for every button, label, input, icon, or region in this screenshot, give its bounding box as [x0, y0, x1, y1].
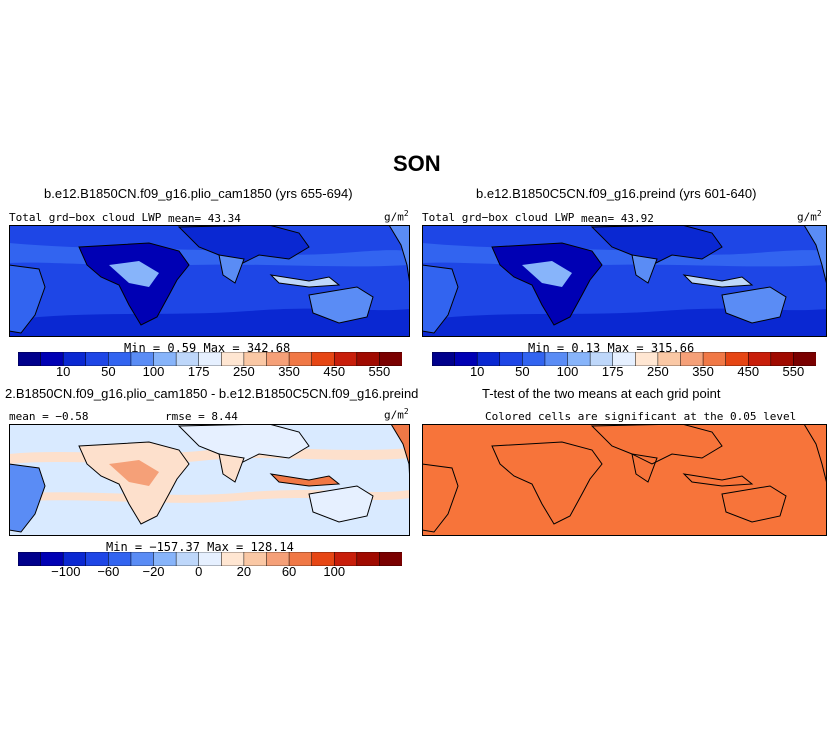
map-frame	[422, 225, 827, 337]
colorbar-ticks-top-left: 10 50 100 175 250 350 450 550	[18, 364, 402, 380]
map-frame	[422, 424, 827, 536]
positive-band-2	[9, 490, 410, 503]
colorbar-tick-label: 100	[556, 364, 579, 379]
colorbar-tick-label: 50	[515, 364, 530, 379]
australia-land	[721, 286, 787, 324]
colorbar-swatch	[793, 352, 816, 366]
mean-bottom-left: mean = −0.58	[9, 410, 89, 423]
map-frame	[9, 424, 410, 536]
india-land	[218, 453, 245, 483]
panel-title-bottom-left: 2.B1850CN.f09_g16.plio_cam1850 - b.e12.B…	[5, 386, 419, 401]
southamerica-land	[9, 264, 46, 334]
deep-band	[9, 308, 410, 337]
colorbar-tick-label: 350	[692, 364, 714, 379]
southamerica-land	[422, 264, 459, 334]
colorbar-tick-label: 550	[782, 364, 805, 379]
mean-top-right: mean= 43.92	[581, 212, 654, 225]
panel-title-top-right: b.e12.B1850C5CN.f09_g16.preind (yrs 601-…	[476, 186, 757, 201]
units-top-right: g/m2	[797, 209, 822, 224]
asia-land	[590, 225, 723, 266]
asia-land	[177, 424, 310, 465]
colorbar-tick-label: 450	[323, 364, 346, 379]
colorbar-tick-label: 350	[278, 364, 300, 379]
pacific-coast	[803, 225, 827, 286]
deep-band	[422, 308, 827, 337]
map-frame	[9, 225, 410, 337]
australia-land	[308, 485, 374, 523]
colorbar-tick-label: 450	[737, 364, 760, 379]
colorbar-tick-label: 175	[187, 364, 210, 379]
africa-highlight	[109, 460, 159, 486]
map-top-right	[422, 225, 827, 337]
africa-outline	[491, 441, 603, 525]
pacific-coast-outline	[803, 424, 827, 485]
australia-land	[308, 286, 374, 324]
colorbar-tick-label: 175	[601, 364, 624, 379]
indonesia-land	[269, 473, 341, 487]
colorbar-tick-label: 10	[55, 364, 71, 379]
colorbar-swatch	[379, 552, 402, 566]
india-land	[218, 254, 245, 284]
colorbar-tick-label: 100	[142, 364, 165, 379]
indonesia-land	[682, 274, 754, 288]
southamerica-outline	[422, 463, 459, 533]
colorbar-tick-label: −100	[51, 564, 81, 579]
colorbar-tick-label: 250	[233, 364, 255, 379]
mean-top-left: mean= 43.34	[168, 212, 241, 225]
figure-title: SON	[393, 151, 441, 176]
map-bottom-right	[422, 424, 827, 536]
map-bottom-left	[9, 424, 410, 536]
units-bottom-left: g/m2	[384, 407, 409, 422]
australia-outline	[721, 485, 787, 523]
indonesia-outline	[682, 473, 754, 487]
indonesia-land	[269, 274, 341, 288]
asia-outline	[590, 424, 723, 465]
units-top-left: g/m2	[384, 209, 409, 224]
colorbar-tick-label: 20	[236, 564, 252, 579]
map-top-left	[9, 225, 410, 337]
colorbar-top-left	[18, 352, 402, 366]
minmax-bottom-left: Min = −157.37 Max = 128.14	[106, 540, 294, 554]
colorbar-tick-label: −60	[97, 564, 120, 579]
africa-highlight	[109, 261, 159, 287]
panel-label-top-left: Total grd−box cloud LWP	[9, 211, 162, 224]
colorbar-tick-label: −20	[142, 564, 165, 579]
colorbar-tick-label: 10	[469, 364, 485, 379]
colorbar-bottom-left	[18, 552, 402, 566]
colorbar-tick-label: 50	[101, 364, 116, 379]
colorbar-tick-label: 550	[368, 364, 391, 379]
asia-land	[177, 225, 310, 266]
pacific-coast	[388, 225, 410, 286]
africa-highlight	[522, 261, 572, 287]
india-land	[631, 254, 658, 284]
panel-label-top-right: Total grd−box cloud LWP	[422, 211, 575, 224]
minmax-top-left: Min = 0.59 Max = 342.68	[124, 341, 291, 355]
india-outline	[631, 453, 658, 483]
minmax-top-right: Min = 0.13 Max = 315.66	[528, 341, 695, 355]
panel-label-bottom-right: Colored cells are significant at the 0.0…	[485, 410, 797, 423]
colorbar-top-right	[432, 352, 816, 366]
southamerica-land	[9, 463, 46, 533]
colorbar-ticks-top-right: 10 50 100 175 250 350 450 550	[432, 364, 816, 380]
panel-title-bottom-right: T-test of the two means at each grid poi…	[482, 386, 721, 401]
map-background	[422, 424, 827, 536]
colorbar-tick-label: 100	[323, 564, 346, 579]
colorbar-swatch	[379, 352, 402, 366]
colorbar-tick-label: 60	[281, 564, 297, 579]
panel-title-top-left: b.e12.B1850CN.f09_g16.plio_cam1850 (yrs …	[44, 186, 353, 201]
colorbar-tick-label: 250	[647, 364, 669, 379]
rmse-bottom-left: rmse = 8.44	[165, 410, 238, 423]
colorbar-tick-label: 0	[195, 564, 203, 579]
colorbar-ticks-bottom-left: −100 −60 −20 0 20 60 100	[18, 564, 402, 580]
